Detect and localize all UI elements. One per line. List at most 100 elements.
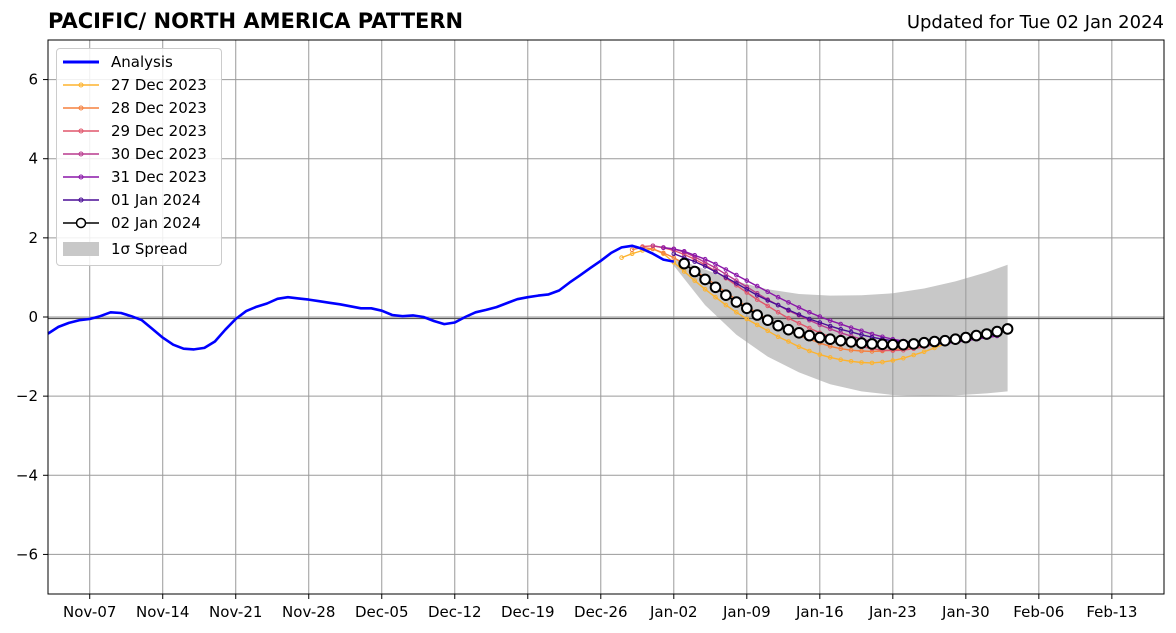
series-point bbox=[807, 310, 812, 315]
series-point bbox=[838, 327, 844, 332]
series-point bbox=[824, 333, 837, 346]
x-tick-label: Dec-19 bbox=[501, 603, 555, 621]
legend-label-30dec: 30 Dec 2023 bbox=[111, 145, 207, 163]
x-tick-label: Nov-28 bbox=[282, 603, 335, 621]
y-tick-label: 0 bbox=[28, 308, 38, 326]
legend-swatch-31dec bbox=[63, 174, 99, 180]
series-point bbox=[901, 355, 906, 361]
legend-item-analysis: Analysis bbox=[63, 52, 173, 72]
spread-band bbox=[673, 257, 1008, 397]
chart-title: PACIFIC/ NORTH AMERICA PATTERN bbox=[48, 9, 464, 33]
series-point bbox=[980, 328, 993, 340]
series-point bbox=[734, 281, 739, 286]
series-point bbox=[751, 309, 764, 321]
legend-label-analysis: Analysis bbox=[111, 53, 173, 71]
series-point bbox=[713, 261, 718, 267]
x-tick-label: Dec-05 bbox=[355, 603, 409, 621]
series-point bbox=[775, 302, 781, 308]
series-point bbox=[692, 259, 698, 264]
series-point bbox=[817, 352, 823, 357]
series-point bbox=[827, 318, 833, 323]
legend-item-30dec: 30 Dec 2023 bbox=[63, 144, 207, 164]
series-point bbox=[650, 243, 656, 249]
series-point bbox=[921, 349, 927, 355]
series-point bbox=[814, 331, 826, 344]
series-point bbox=[848, 359, 854, 364]
series-point bbox=[838, 357, 844, 363]
series-point bbox=[907, 338, 920, 350]
series-point bbox=[619, 255, 624, 260]
series-point bbox=[713, 294, 718, 300]
chart-subtitle: Updated for Tue 02 Jan 2024 bbox=[906, 12, 1164, 33]
series-point bbox=[859, 360, 864, 365]
series-point bbox=[803, 329, 816, 342]
series-point bbox=[859, 348, 864, 354]
series-point bbox=[761, 314, 774, 327]
series-point bbox=[807, 348, 812, 354]
legend-swatch-27dec bbox=[63, 82, 99, 88]
series-point bbox=[741, 302, 753, 315]
y-tick-label: 2 bbox=[28, 229, 38, 247]
series-point bbox=[678, 257, 691, 270]
series-point bbox=[838, 321, 844, 327]
series-point bbox=[744, 316, 750, 322]
y-tick-label: −6 bbox=[16, 545, 38, 563]
series-point bbox=[650, 246, 656, 252]
series-point bbox=[702, 264, 708, 269]
series-point bbox=[765, 328, 771, 334]
series-point bbox=[949, 333, 962, 346]
series-point bbox=[754, 297, 760, 302]
legend-label-02jan: 02 Jan 2024 bbox=[111, 214, 201, 232]
legend-label-31dec: 31 Dec 2023 bbox=[111, 168, 207, 186]
series-point bbox=[754, 322, 760, 328]
legend-item-31dec: 31 Dec 2023 bbox=[63, 167, 207, 187]
series-point bbox=[859, 332, 864, 338]
y-tick-label: −2 bbox=[16, 387, 38, 405]
legend-swatch-02jan bbox=[63, 217, 99, 229]
series-point bbox=[744, 287, 750, 292]
series-point bbox=[845, 336, 857, 348]
series-point bbox=[692, 253, 698, 258]
series-point bbox=[855, 337, 868, 349]
series-point bbox=[744, 278, 750, 283]
series-point bbox=[786, 315, 791, 321]
legend-swatch-30dec bbox=[63, 151, 99, 157]
series-point bbox=[734, 272, 739, 278]
legend-swatch-spread bbox=[63, 242, 99, 256]
series-point bbox=[775, 294, 781, 300]
series-point bbox=[734, 310, 739, 315]
series-point bbox=[796, 305, 802, 310]
series-point bbox=[890, 358, 896, 363]
series-point bbox=[681, 249, 687, 254]
series-point bbox=[765, 289, 771, 295]
series-point bbox=[817, 314, 823, 319]
series-point bbox=[918, 336, 930, 349]
series-point bbox=[887, 338, 899, 351]
series-point bbox=[848, 325, 854, 331]
series-point bbox=[730, 296, 743, 308]
legend-swatch-28dec bbox=[63, 105, 99, 111]
x-tick-label: Dec-12 bbox=[428, 603, 482, 621]
series-point bbox=[970, 329, 983, 342]
series-point bbox=[827, 355, 833, 360]
x-tick-label: Nov-07 bbox=[63, 603, 116, 621]
series-point bbox=[869, 360, 875, 366]
series-point bbox=[702, 287, 708, 292]
legend-item-01jan: 01 Jan 2024 bbox=[63, 190, 201, 210]
x-tick-label: Feb-13 bbox=[1086, 603, 1137, 621]
series-point bbox=[661, 245, 666, 251]
series-point bbox=[723, 275, 729, 280]
series-point bbox=[765, 298, 771, 303]
series-point bbox=[928, 335, 941, 348]
series-line bbox=[621, 248, 998, 364]
axis-layer: Nov-07 Nov-14 Nov-21 Nov-28 Dec-05 Dec-12 Dec-… bbox=[16, 39, 1165, 621]
legend-swatch-01jan bbox=[63, 197, 99, 203]
legend-item-29dec: 29 Dec 2023 bbox=[63, 121, 207, 141]
series-point bbox=[911, 352, 917, 358]
series-layer bbox=[47, 243, 1014, 366]
series-point bbox=[796, 312, 802, 317]
legend-item-spread: 1σ Spread bbox=[63, 239, 188, 259]
spread-band-layer bbox=[673, 257, 1008, 397]
series-point bbox=[754, 292, 760, 298]
